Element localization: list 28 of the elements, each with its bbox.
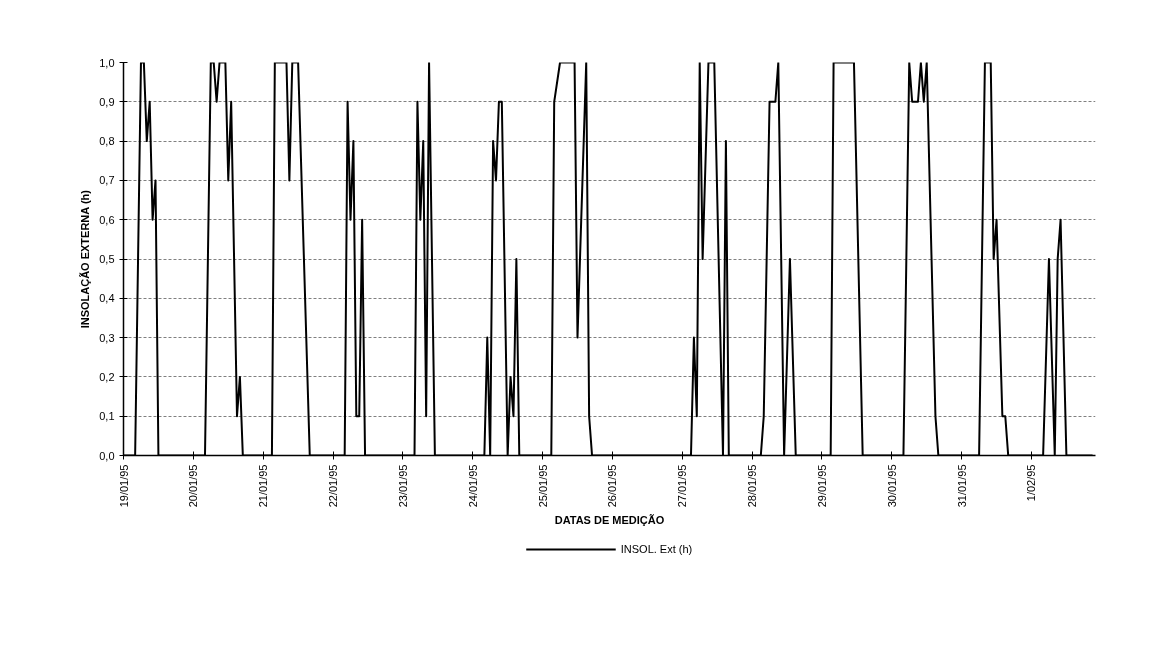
x-tick-label: 29/01/95 [815,464,828,508]
y-tick-label: 0,5 [99,253,115,265]
y-tick-label: 0,2 [99,370,115,383]
x-tick-label: 25/01/95 [536,464,549,508]
y-tick-label: 0,0 [99,449,115,462]
y-tick-label: 0,7 [99,174,115,187]
text: INSOL. Ext (h) [620,543,693,555]
x-tick-label: 27/01/95 [676,464,689,508]
x-tick-label: 26/01/95 [606,464,619,508]
y-tick-label: 1,0 [99,56,115,69]
x-tick-label: 22/01/95 [327,464,340,508]
y-tick-label: 0,9 [99,95,115,108]
x-tick-label: 24/01/95 [466,464,479,508]
x-tick-label: 21/01/95 [257,464,270,508]
y-tick-label: 0,6 [99,213,115,226]
x-tick-label: 1/02/95 [1025,464,1038,502]
x-axis-title: DATAS DE MEDIÇÃO [554,514,665,527]
y-tick-label: 0,8 [99,135,115,148]
x-tick-label: 20/01/95 [187,464,200,508]
y-tick-label: 0,4 [99,292,115,305]
x-tick-label: 28/01/95 [746,464,759,508]
y-tick-label: 0,3 [99,331,115,344]
x-tick-label: 30/01/95 [885,464,898,508]
x-tick-label: 31/01/95 [955,464,968,508]
y-axis-title: INSOLAÇÃO EXTERNA (h) [79,189,92,329]
x-tick-label: 19/01/95 [117,464,130,508]
y-tick-label: 0,1 [99,410,115,423]
x-tick-label: 23/01/95 [396,464,409,508]
